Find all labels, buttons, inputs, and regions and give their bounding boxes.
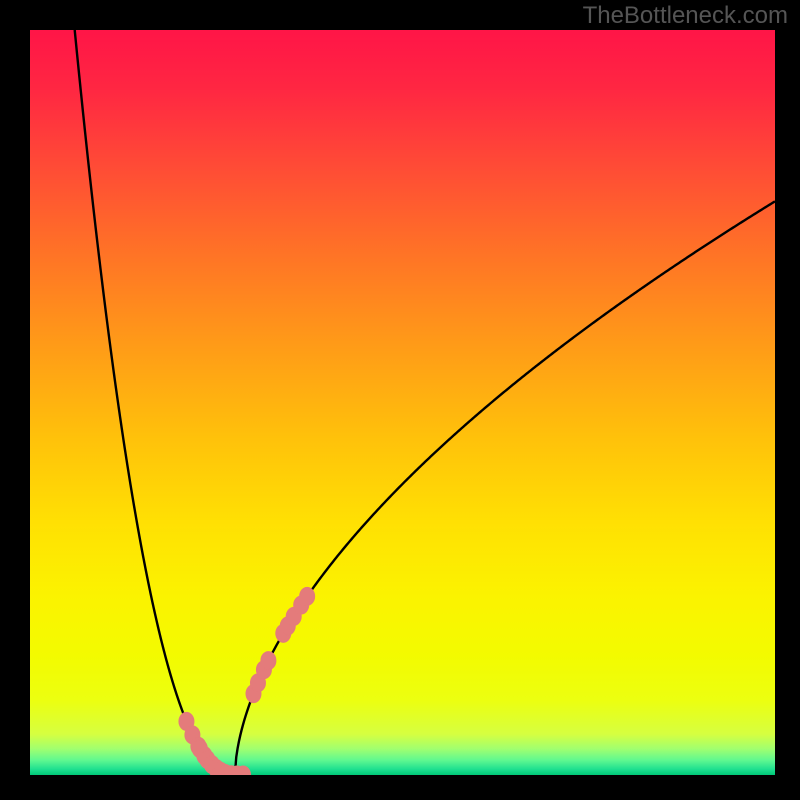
gradient-background: [30, 30, 775, 775]
data-marker: [261, 652, 276, 670]
plot-area: [30, 30, 775, 775]
data-marker: [300, 587, 315, 605]
plot-svg: [30, 30, 775, 775]
chart-frame: TheBottleneck.com: [0, 0, 800, 800]
watermark-text: TheBottleneck.com: [583, 2, 788, 30]
